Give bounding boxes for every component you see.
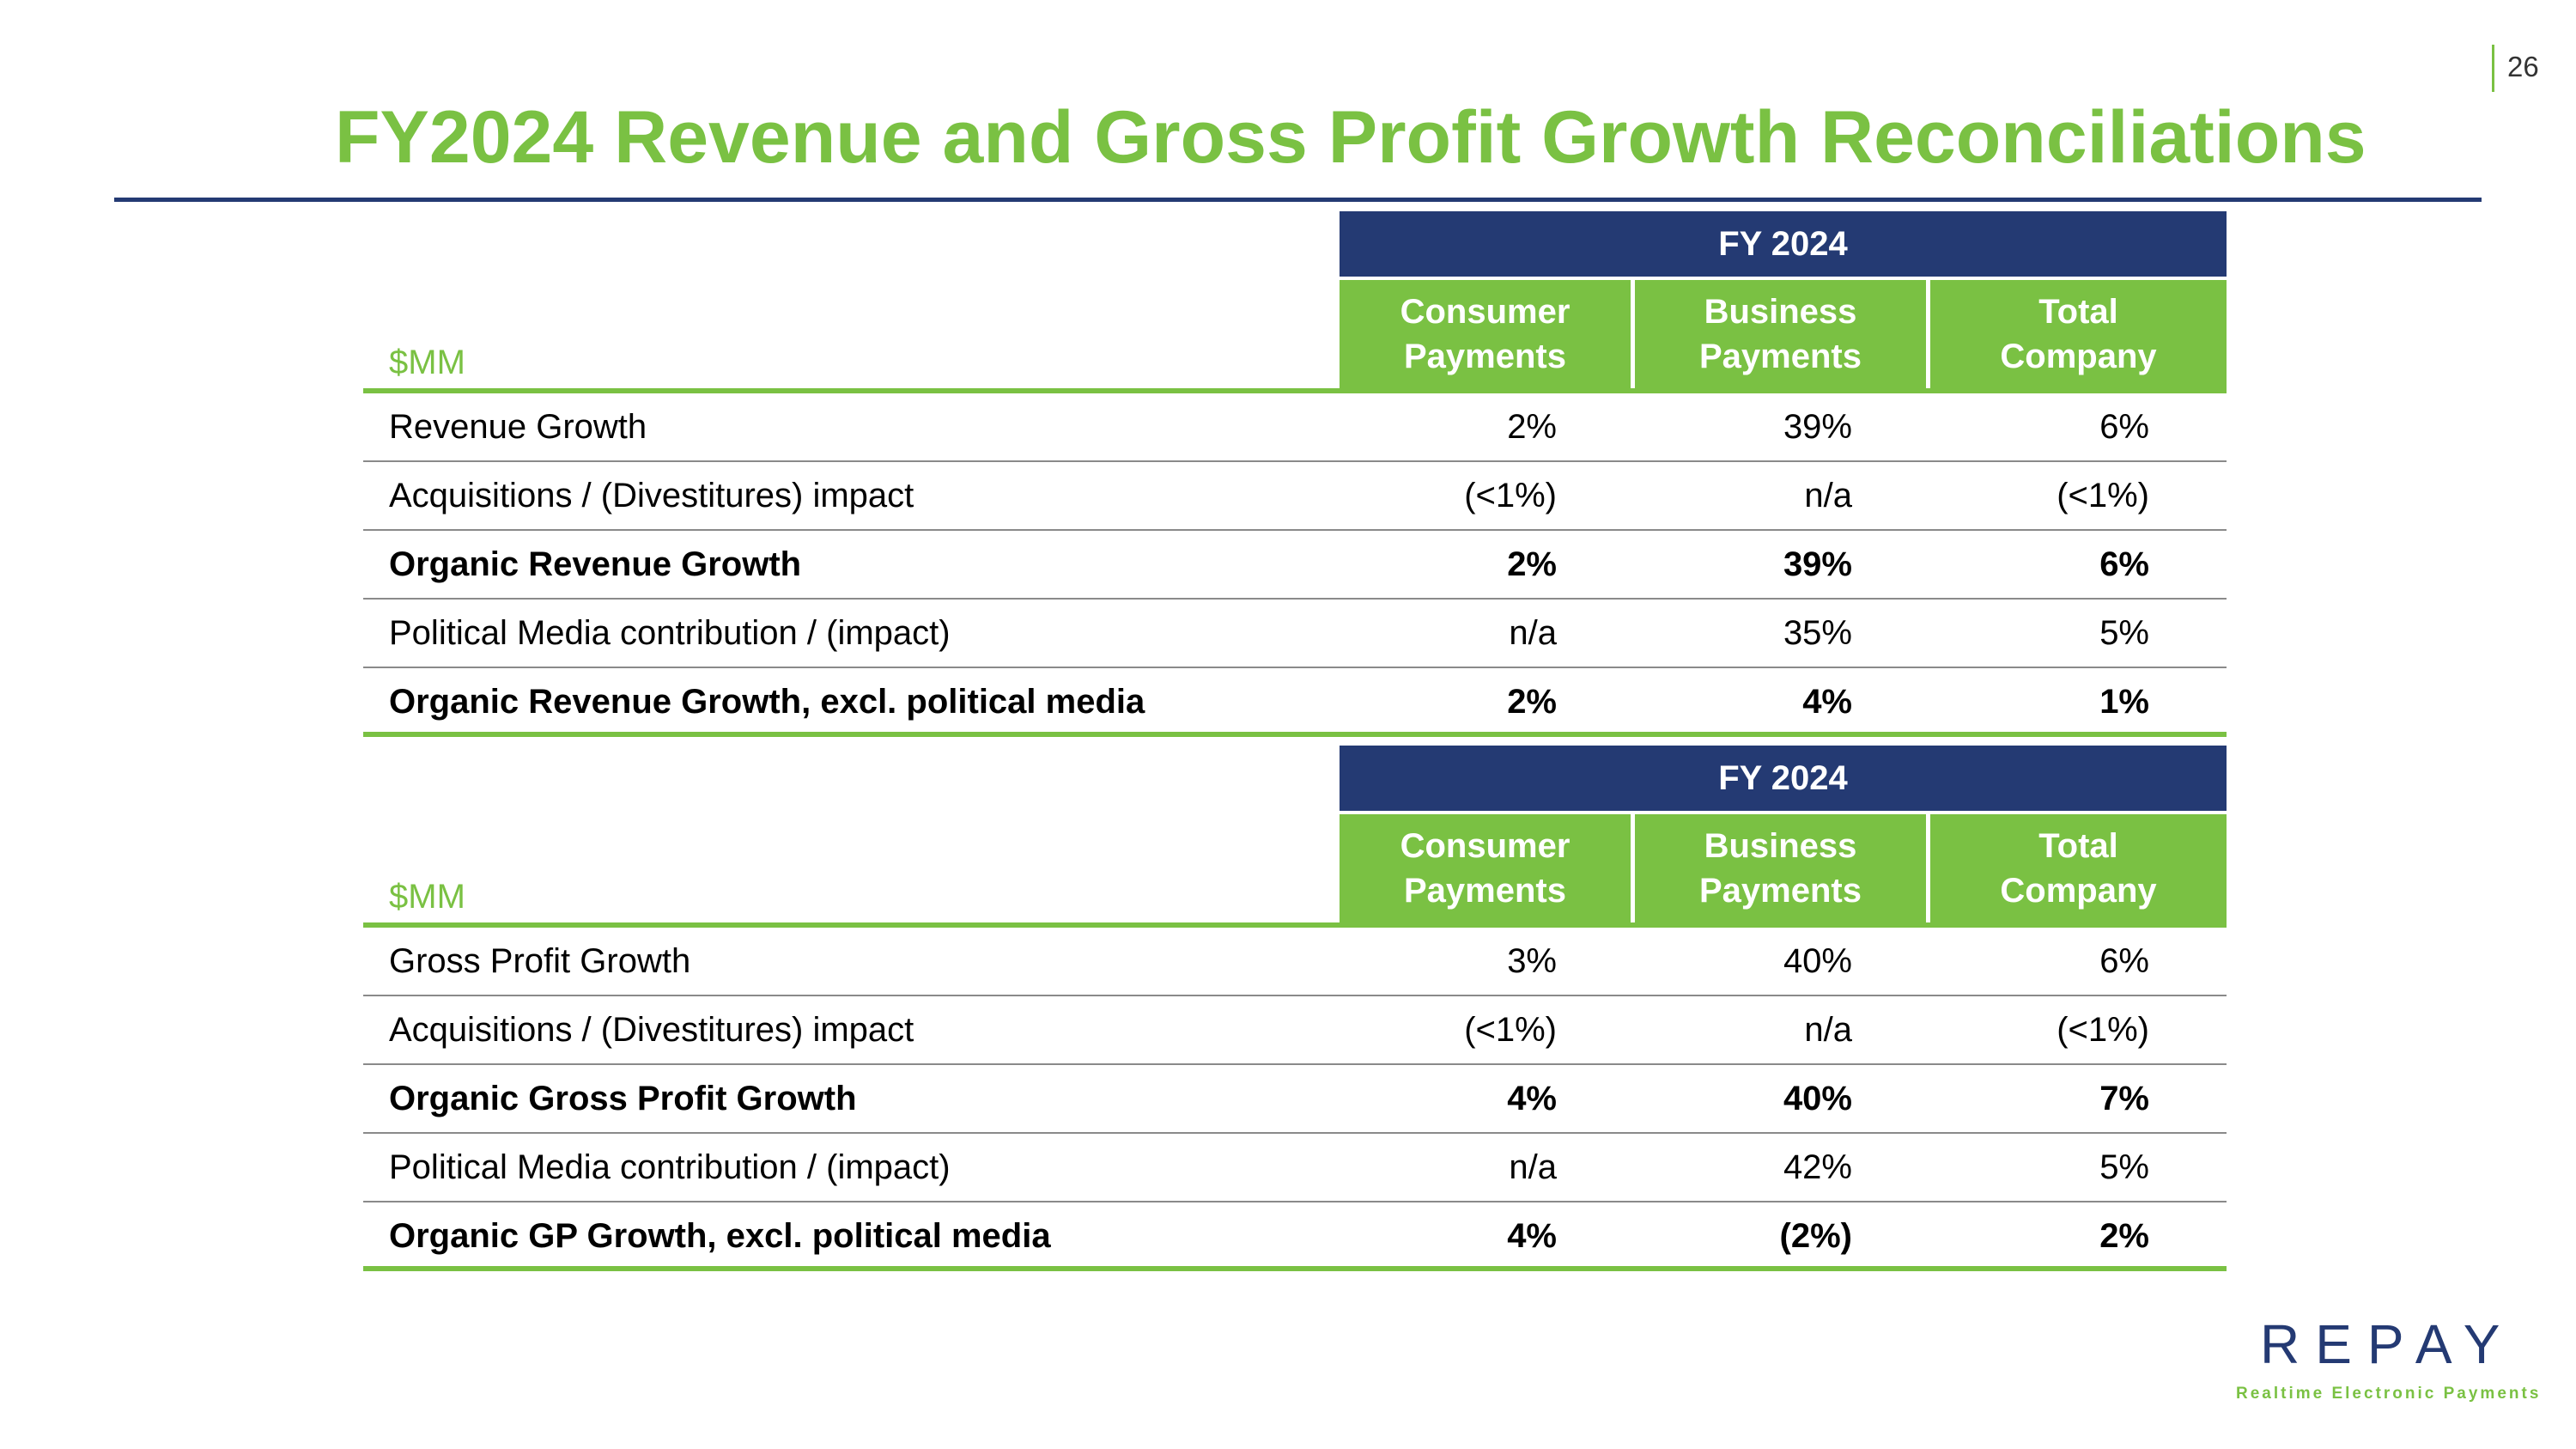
column-header-business-payments: Business Payments: [1635, 814, 1926, 922]
business-payments-value: 40%: [1783, 942, 1852, 980]
header-divider: [363, 922, 2227, 928]
total-company-value: (<1%): [2057, 1011, 2149, 1049]
table-row: Political Media contribution / (impact) …: [363, 1134, 2227, 1202]
consumer-payments-value: (<1%): [1464, 1011, 1557, 1049]
column-header-total-company: Total Company: [1930, 814, 2227, 922]
consumer-payments-value: n/a: [1509, 614, 1557, 652]
page-number: 26: [2507, 51, 2539, 82]
row-label: Revenue Growth: [389, 408, 647, 446]
table-row: Organic Revenue Growth 2% 39% 6%: [363, 531, 2227, 600]
period-header: FY 2024: [1340, 211, 2227, 277]
row-label: Gross Profit Growth: [389, 942, 691, 980]
table-row: Acquisitions / (Divestitures) impact (<1…: [363, 462, 2227, 531]
total-company-value: 6%: [2099, 545, 2149, 583]
total-company-value: 5%: [2099, 1148, 2149, 1186]
total-company-value: 6%: [2099, 408, 2149, 446]
column-header-total-company: Total Company: [1930, 280, 2227, 388]
total-company-value: (<1%): [2057, 477, 2149, 514]
business-payments-value: 4%: [1802, 683, 1852, 721]
column-header-business-payments: Business Payments: [1635, 280, 1926, 388]
column-header-consumer-payments: Consumer Payments: [1340, 814, 1631, 922]
business-payments-value: 35%: [1783, 614, 1852, 652]
consumer-payments-value: 2%: [1507, 683, 1557, 721]
page-title: FY2024 Revenue and Gross Profit Growth R…: [335, 96, 2366, 179]
table-row: Political Media contribution / (impact) …: [363, 600, 2227, 668]
consumer-payments-value: 2%: [1507, 545, 1557, 583]
consumer-payments-value: 4%: [1507, 1217, 1557, 1255]
business-payments-value: (2%): [1779, 1217, 1852, 1255]
consumer-payments-value: 4%: [1507, 1080, 1557, 1117]
table-row: Organic GP Growth, excl. political media…: [363, 1202, 2227, 1271]
total-company-value: 6%: [2099, 942, 2149, 980]
row-label: Acquisitions / (Divestitures) impact: [389, 477, 914, 514]
total-company-value: 5%: [2099, 614, 2149, 652]
consumer-payments-value: 3%: [1507, 942, 1557, 980]
row-label: Organic GP Growth, excl. political media: [389, 1217, 1051, 1255]
repay-logo: REPAY Realtime Electronic Payments: [2215, 1314, 2559, 1409]
logo-tagline: Realtime Electronic Payments: [2236, 1385, 2542, 1403]
row-label: Organic Revenue Growth, excl. political …: [389, 683, 1145, 721]
row-label: Acquisitions / (Divestitures) impact: [389, 1011, 914, 1049]
row-label: Political Media contribution / (impact): [389, 614, 951, 652]
table-row: Revenue Growth 2% 39% 6%: [363, 393, 2227, 462]
column-header-consumer-payments: Consumer Payments: [1340, 280, 1631, 388]
row-label: Organic Revenue Growth: [389, 545, 802, 583]
business-payments-value: 39%: [1783, 408, 1852, 446]
unit-label: $MM: [389, 878, 465, 916]
business-payments-value: n/a: [1804, 1011, 1852, 1049]
logo-wordmark: REPAY: [2260, 1313, 2516, 1375]
table-row: Organic Revenue Growth, excl. political …: [363, 668, 2227, 737]
row-label: Political Media contribution / (impact): [389, 1148, 951, 1186]
total-company-value: 7%: [2099, 1080, 2149, 1117]
unit-label: $MM: [389, 344, 465, 381]
total-company-value: 2%: [2099, 1217, 2149, 1255]
table-row: Gross Profit Growth 3% 40% 6%: [363, 928, 2227, 996]
consumer-payments-value: 2%: [1507, 408, 1557, 446]
consumer-payments-value: (<1%): [1464, 477, 1557, 514]
table-row: Organic Gross Profit Growth 4% 40% 7%: [363, 1065, 2227, 1134]
page-number-divider: [2492, 45, 2494, 92]
table-row: Acquisitions / (Divestitures) impact (<1…: [363, 996, 2227, 1065]
total-company-value: 1%: [2099, 683, 2149, 721]
business-payments-value: 40%: [1783, 1080, 1852, 1117]
business-payments-value: n/a: [1804, 477, 1852, 514]
title-divider: [114, 198, 2482, 202]
period-header: FY 2024: [1340, 746, 2227, 811]
consumer-payments-value: n/a: [1509, 1148, 1557, 1186]
header-divider: [363, 388, 2227, 393]
business-payments-value: 42%: [1783, 1148, 1852, 1186]
business-payments-value: 39%: [1783, 545, 1852, 583]
row-label: Organic Gross Profit Growth: [389, 1080, 857, 1117]
